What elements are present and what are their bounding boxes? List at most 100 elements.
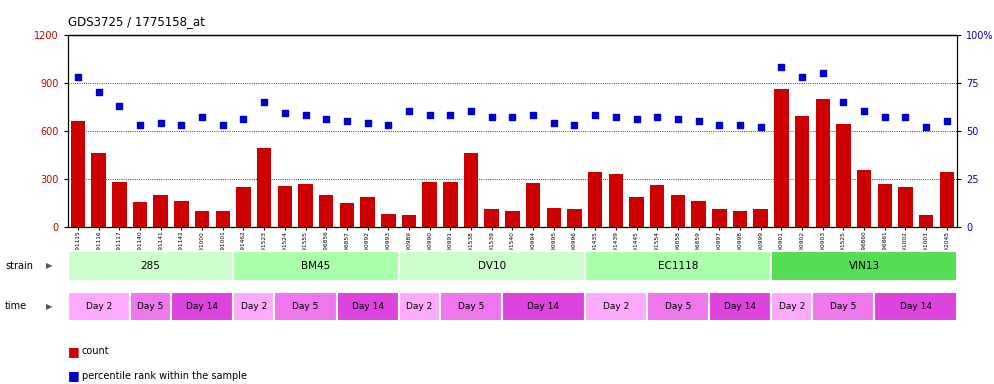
Bar (216, 211, 230, 227)
Point (877, 114, 893, 120)
Point (918, 124, 934, 130)
Bar (274, 291, 337, 321)
Bar (68, 251, 234, 281)
Text: DV10: DV10 (478, 261, 506, 271)
Text: Day 5: Day 5 (665, 302, 691, 311)
Bar (712, 209, 727, 227)
Bar (795, 116, 809, 227)
Text: Day 2: Day 2 (407, 302, 432, 311)
Point (546, 120, 562, 126)
Bar (692, 201, 706, 227)
Bar (547, 208, 561, 227)
Bar (505, 211, 520, 227)
Bar (587, 172, 602, 227)
Point (360, 120, 376, 126)
Bar (875, 291, 957, 321)
Point (153, 120, 169, 126)
Point (670, 116, 686, 122)
Bar (68, 291, 129, 321)
Point (215, 122, 231, 128)
Text: ■: ■ (68, 345, 80, 358)
Bar (361, 197, 375, 227)
Bar (608, 174, 623, 227)
Text: Day 2: Day 2 (241, 302, 267, 311)
Point (297, 112, 313, 118)
Bar (440, 291, 502, 321)
Bar (899, 187, 912, 227)
Bar (629, 197, 644, 227)
Point (628, 116, 644, 122)
Bar (584, 251, 771, 281)
Bar (753, 209, 768, 227)
Point (752, 124, 768, 130)
Text: Day 5: Day 5 (458, 302, 484, 311)
Point (794, 74, 810, 80)
Bar (174, 201, 189, 227)
Point (732, 122, 747, 128)
Text: EC1118: EC1118 (658, 261, 698, 271)
Bar (857, 170, 872, 227)
Point (256, 99, 272, 105)
Bar (195, 211, 210, 227)
Bar (812, 291, 875, 321)
Point (712, 122, 728, 128)
Bar (112, 182, 126, 227)
Bar (129, 291, 171, 321)
Text: time: time (5, 301, 27, 311)
Bar (709, 291, 771, 321)
Bar (277, 186, 292, 227)
Bar (234, 251, 399, 281)
Point (587, 112, 603, 118)
Point (111, 103, 127, 109)
Point (484, 114, 500, 120)
Bar (71, 121, 85, 227)
Point (691, 118, 707, 124)
Bar (153, 195, 168, 227)
Bar (319, 195, 333, 227)
Text: Day 14: Day 14 (352, 302, 384, 311)
Bar (443, 182, 457, 227)
Point (856, 108, 872, 114)
Bar (402, 215, 416, 227)
Bar (815, 99, 830, 227)
Text: BM45: BM45 (301, 261, 330, 271)
Bar (298, 184, 313, 227)
Bar (733, 211, 747, 227)
Text: Day 5: Day 5 (292, 302, 319, 311)
Point (132, 122, 148, 128)
Bar (381, 214, 396, 227)
Text: percentile rank within the sample: percentile rank within the sample (82, 371, 247, 381)
Text: ■: ■ (68, 369, 80, 382)
Point (90, 89, 106, 95)
Point (773, 64, 789, 70)
Point (277, 110, 293, 116)
Bar (484, 209, 499, 227)
Point (505, 114, 521, 120)
Point (236, 116, 251, 122)
Bar (774, 89, 788, 227)
Point (567, 122, 582, 128)
Point (381, 122, 397, 128)
Point (608, 114, 624, 120)
Point (318, 116, 334, 122)
Bar (771, 251, 957, 281)
Bar (91, 153, 106, 227)
Bar (464, 153, 478, 227)
Text: strain: strain (5, 261, 33, 271)
Point (836, 99, 852, 105)
Point (194, 114, 210, 120)
Bar (650, 185, 664, 227)
Point (442, 112, 458, 118)
Bar (256, 148, 271, 227)
Text: Day 5: Day 5 (137, 302, 164, 311)
Point (898, 114, 913, 120)
Bar (771, 291, 812, 321)
Bar (836, 124, 851, 227)
Bar (502, 291, 584, 321)
Bar (133, 202, 147, 227)
Text: Day 14: Day 14 (186, 302, 218, 311)
Bar (422, 182, 437, 227)
Bar (399, 251, 584, 281)
Point (649, 114, 665, 120)
Bar (337, 291, 399, 321)
